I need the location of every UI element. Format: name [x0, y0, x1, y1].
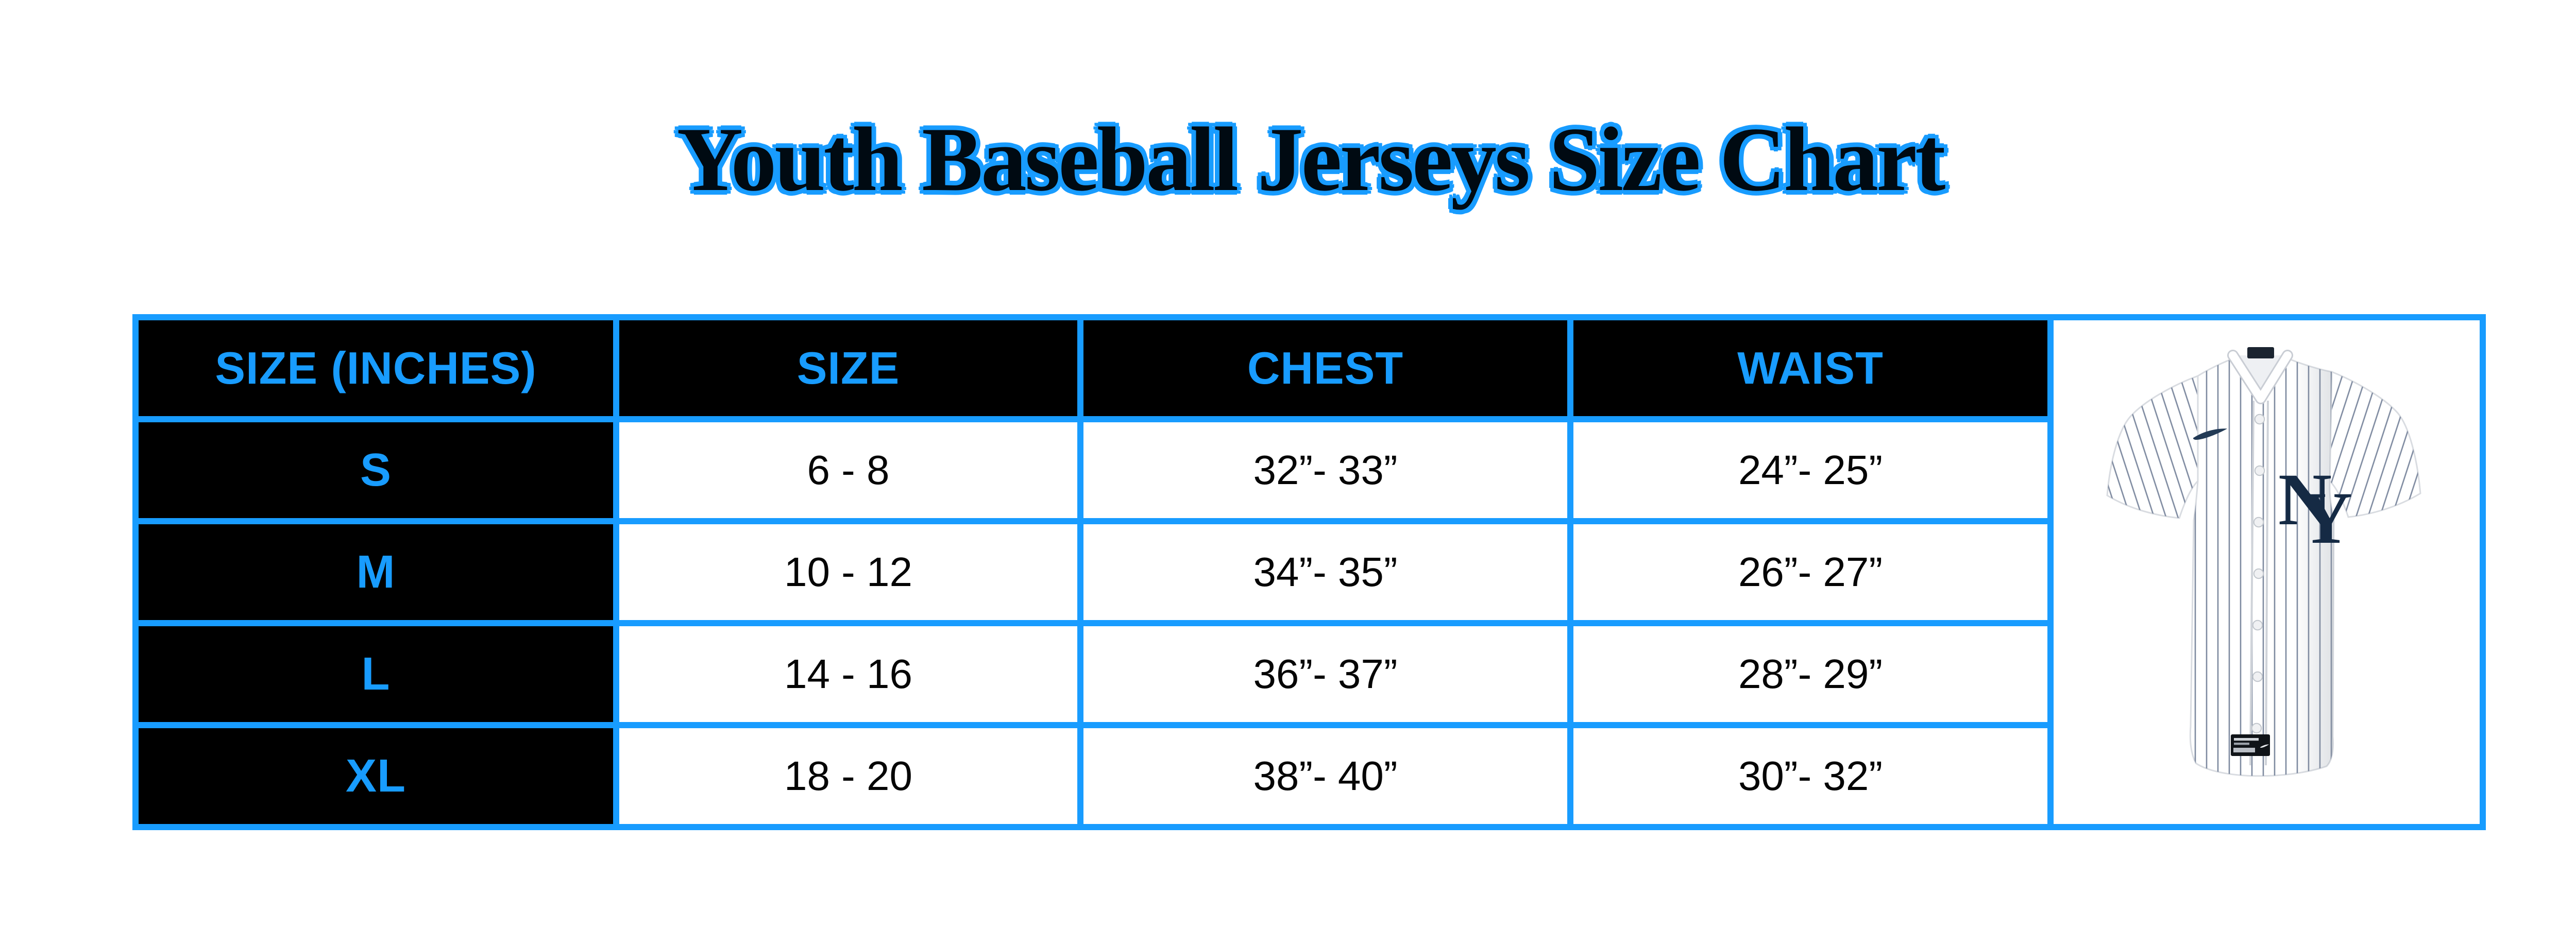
waist-value: 26”- 27” — [1738, 549, 1883, 595]
page-title: Youth Baseball Jerseys Size Chart — [676, 108, 1946, 210]
header-cell-size-inches: SIZE (INCHES) — [139, 320, 613, 416]
jersey-placket — [2249, 400, 2269, 766]
jersey-collar — [2227, 347, 2293, 404]
chest-cell: 32”- 33” — [1083, 422, 1567, 518]
chest-cell: 36”- 37” — [1083, 626, 1567, 722]
chest-value: 34”- 35” — [1253, 549, 1398, 595]
row-label-cell: S — [139, 422, 613, 518]
ny-logo: N Y — [2278, 459, 2352, 559]
waist-cell: 28”- 29” — [1573, 626, 2047, 722]
size-range-cell: 18 - 20 — [619, 728, 1077, 824]
chest-value: 32”- 33” — [1253, 447, 1398, 493]
size-range-value: 14 - 16 — [784, 651, 913, 697]
header-label: WAIST — [1737, 342, 1884, 393]
size-label: L — [361, 648, 391, 700]
size-range-cell: 6 - 8 — [619, 422, 1077, 518]
header-label: CHEST — [1247, 342, 1404, 393]
yankees-jersey-image: N Y — [2106, 347, 2421, 777]
jersey-right-sleeve — [2328, 370, 2421, 518]
chest-value: 38”- 40” — [1253, 753, 1398, 799]
size-range-cell: 10 - 12 — [619, 524, 1077, 620]
waist-value: 30”- 32” — [1738, 753, 1883, 799]
chest-cell: 34”- 35” — [1083, 524, 1567, 620]
header-cell-size: SIZE — [619, 320, 1077, 416]
chest-value: 36”- 37” — [1253, 651, 1398, 697]
jersey-buttons — [2251, 414, 2265, 734]
row-label-cell: XL — [139, 728, 613, 824]
size-label: M — [356, 546, 396, 598]
jersey-torso — [2189, 356, 2335, 777]
header-cell-waist: WAIST — [1573, 320, 2047, 416]
nike-swoosh-icon — [2193, 428, 2227, 440]
ny-logo-n: N — [2278, 459, 2332, 541]
header-label: SIZE (INCHES) — [215, 342, 537, 393]
size-range-value: 18 - 20 — [784, 753, 913, 799]
row-label-cell: M — [139, 524, 613, 620]
waist-value: 24”- 25” — [1738, 447, 1883, 493]
jersey-jock-tag — [2230, 734, 2270, 756]
size-chart-table: SIZE (INCHES) SIZE CHEST WAIST — [132, 314, 2486, 830]
jersey-left-sleeve — [2106, 374, 2198, 519]
waist-value: 28”- 29” — [1738, 651, 1883, 697]
chest-cell: 38”- 40” — [1083, 728, 1567, 824]
header-label: SIZE — [796, 342, 900, 393]
ny-logo-y: Y — [2299, 477, 2352, 559]
jersey-image-cell: N Y — [2054, 320, 2480, 824]
size-range-cell: 14 - 16 — [619, 626, 1077, 722]
waist-cell: 30”- 32” — [1573, 728, 2047, 824]
waist-cell: 26”- 27” — [1573, 524, 2047, 620]
size-range-value: 10 - 12 — [784, 549, 913, 595]
size-label: S — [360, 444, 392, 496]
waist-cell: 24”- 25” — [1573, 422, 2047, 518]
neck-label — [2247, 347, 2274, 358]
row-label-cell: L — [139, 626, 613, 722]
size-label: XL — [345, 750, 406, 802]
size-range-value: 6 - 8 — [807, 447, 890, 493]
header-cell-chest: CHEST — [1083, 320, 1567, 416]
